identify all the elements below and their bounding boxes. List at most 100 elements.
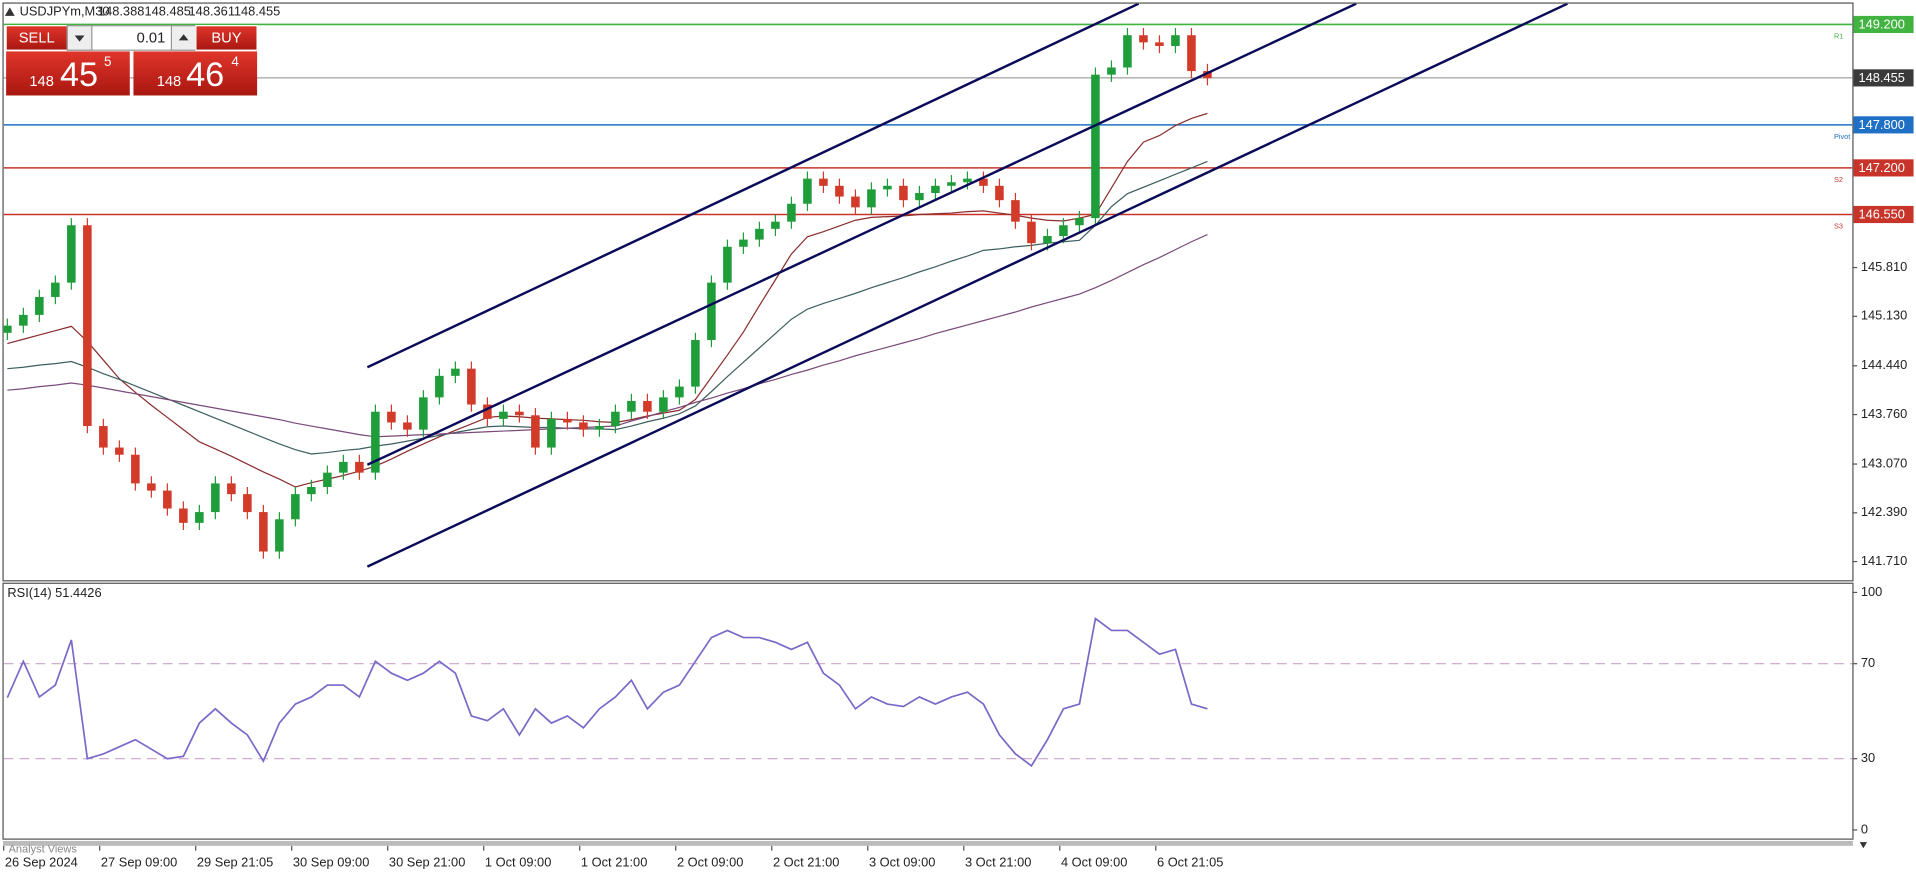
header-value: 148.485: [144, 4, 190, 19]
rsi-plot: [3, 617, 1853, 768]
candle-body: [899, 185, 908, 201]
candle-body: [675, 386, 684, 398]
last-price-label: 148.455: [1858, 70, 1904, 85]
candle-body: [1059, 225, 1068, 237]
candle-body: [387, 411, 396, 423]
candle-body: [595, 426, 604, 430]
candle-body: [1107, 67, 1116, 75]
level-name: Pivot: [1834, 132, 1850, 141]
candle-body: [1011, 200, 1020, 222]
candle-body: [547, 418, 556, 448]
candle-body: [723, 246, 732, 283]
candle-body: [67, 225, 76, 283]
candle-body: [1139, 35, 1148, 43]
candle-body: [3, 325, 12, 333]
sell-price-prefix: 148: [29, 74, 54, 90]
x-tick-label: 26 Sep 2024: [5, 854, 78, 869]
sell-price-big: 45: [60, 56, 98, 94]
candle-body: [307, 486, 316, 495]
candle-body: [1155, 42, 1164, 46]
level-tag: [1853, 15, 1914, 34]
lot-value[interactable]: 0.01: [137, 30, 166, 46]
candle-body: [499, 411, 508, 419]
candle-body: [1091, 74, 1100, 219]
x-tick-label: 1 Oct 21:00: [581, 854, 647, 869]
candle-body: [243, 494, 252, 513]
channel-line: [366, 3, 1140, 369]
candle-body: [771, 221, 780, 229]
x-tick-label: 27 Sep 09:00: [101, 854, 177, 869]
x-tick-label: 3 Oct 21:00: [965, 854, 1031, 869]
sell-button[interactable]: [5, 25, 68, 51]
buy-price-box[interactable]: [133, 51, 258, 96]
scroll-arrow[interactable]: [1859, 842, 1868, 849]
candle-body: [787, 203, 796, 222]
candle-body: [691, 339, 700, 387]
y-tick-label: 145.130: [1861, 308, 1907, 323]
candle-body: [147, 483, 156, 491]
candle-body: [835, 185, 844, 197]
lot-down-arrow: [74, 35, 85, 42]
level-tag: [1853, 159, 1914, 177]
candle-body: [931, 185, 940, 193]
y-tick-label: 30: [1861, 750, 1875, 765]
level-tag: [1853, 205, 1914, 224]
sell-price-sup: 5: [104, 54, 111, 69]
moving-average: [7, 160, 1208, 455]
candle-body: [627, 400, 636, 412]
candle-body: [179, 508, 188, 523]
sell-price-box[interactable]: [6, 51, 130, 96]
analyst-tab[interactable]: Analyst Views: [9, 843, 78, 855]
candle-body: [755, 228, 764, 240]
candle-body: [483, 404, 492, 419]
price-plot: [3, 3, 1853, 568]
symbol-title: USDJPYm,M30: [20, 4, 110, 19]
x-tick-label: 2 Oct 09:00: [677, 854, 743, 869]
candle-body: [1027, 221, 1036, 244]
x-tick-label: 3 Oct 09:00: [869, 854, 935, 869]
candle-body: [355, 461, 364, 473]
candle-body: [979, 178, 988, 186]
candle-body: [819, 178, 828, 186]
y-tick-label: 143.070: [1861, 455, 1907, 470]
candle-body: [291, 494, 300, 520]
buy-button[interactable]: [195, 25, 258, 51]
candle-body: [867, 189, 876, 208]
level-name: R1: [1834, 32, 1843, 41]
candle-body: [227, 483, 236, 495]
candle-body: [947, 182, 956, 186]
candle-body: [995, 185, 1004, 201]
candle-body: [1043, 236, 1052, 244]
rsi-panel-frame: [2, 582, 1854, 840]
candle-body: [883, 185, 892, 190]
rsi-title: RSI(14) 51.4426: [7, 585, 101, 600]
trade-panel: SELL 0.01 BUY 148 45 5 148 46 4: [5, 25, 258, 96]
candle-body: [451, 368, 460, 376]
sell-label[interactable]: SELL: [19, 30, 55, 46]
tab-bar: [3, 840, 1853, 846]
candle-body: [1123, 35, 1132, 68]
level-tag-label: 146.550: [1858, 207, 1904, 222]
buy-price-big: 46: [186, 56, 224, 94]
header-value: 148.455: [234, 4, 280, 19]
level-tag-label: 147.200: [1858, 160, 1904, 175]
candle-body: [963, 178, 972, 183]
y-tick-label: 70: [1861, 655, 1875, 670]
buy-label[interactable]: BUY: [211, 30, 241, 46]
y-tick-label: 141.710: [1861, 553, 1907, 568]
x-tick-label: 6 Oct 21:05: [1157, 854, 1223, 869]
y-tick-label: 145.810: [1861, 259, 1907, 274]
y-tick-label: 143.760: [1861, 406, 1907, 421]
candle-body: [131, 454, 140, 484]
x-tick-label: 30 Sep 09:00: [293, 854, 369, 869]
level-name: S2: [1834, 175, 1843, 184]
channel-line: [366, 3, 1568, 568]
symbol-arrow[interactable]: [4, 7, 15, 16]
candle-body: [211, 483, 220, 513]
header-value: 148.361: [189, 4, 235, 19]
candle-body: [1075, 218, 1084, 226]
price-panel-frame: [2, 2, 1854, 582]
candle-body: [1171, 35, 1180, 46]
